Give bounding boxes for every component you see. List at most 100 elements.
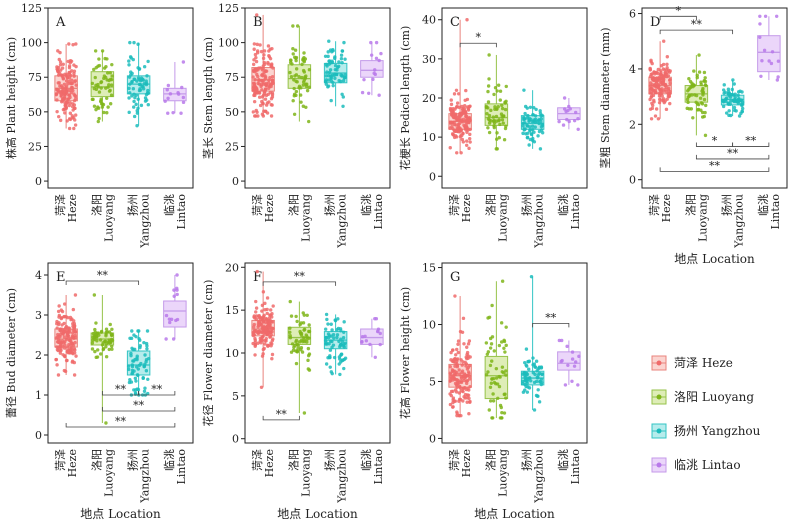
box-group-lintao	[360, 40, 384, 97]
data-point	[263, 97, 268, 101]
data-point	[523, 382, 527, 387]
data-point	[327, 39, 331, 43]
data-point	[269, 325, 273, 330]
significance-bracket	[695, 142, 734, 147]
data-point	[454, 88, 459, 93]
data-point	[74, 330, 78, 334]
data-point	[60, 96, 65, 101]
data-point	[270, 62, 274, 66]
legend-dot	[656, 428, 662, 434]
data-point	[62, 302, 67, 306]
data-point	[338, 372, 342, 377]
data-point	[649, 87, 653, 91]
data-point	[466, 386, 470, 391]
data-point	[760, 58, 764, 63]
data-point	[369, 40, 373, 45]
data-point	[171, 110, 175, 115]
data-point	[467, 412, 471, 416]
data-point	[303, 57, 308, 61]
y-tick-label: 10	[422, 131, 436, 144]
data-point	[337, 355, 342, 359]
data-point	[532, 380, 537, 385]
data-point	[650, 101, 654, 105]
data-point	[698, 96, 703, 100]
panel-letter: C	[450, 15, 460, 30]
data-point	[141, 376, 145, 380]
data-point	[62, 321, 66, 326]
data-point	[262, 325, 266, 330]
data-point	[110, 74, 114, 78]
data-point	[492, 380, 497, 385]
data-point	[256, 341, 260, 345]
box-group-lintao	[163, 273, 187, 341]
data-point	[73, 123, 78, 127]
data-point	[342, 76, 347, 80]
box-group-heze	[448, 294, 472, 418]
data-point	[332, 355, 337, 360]
panel-letter: F	[253, 270, 262, 285]
box-group-heze	[54, 42, 78, 131]
data-point	[339, 57, 344, 61]
data-point	[263, 301, 267, 306]
data-point	[335, 328, 339, 332]
data-point	[146, 356, 151, 361]
data-point	[56, 373, 61, 377]
data-point	[293, 74, 297, 78]
data-point	[327, 59, 332, 63]
x-tick-label-en: Yangzhou	[533, 194, 546, 249]
data-point	[132, 333, 136, 337]
data-point	[98, 338, 103, 342]
data-point	[491, 115, 496, 119]
plot-frame	[441, 262, 588, 444]
data-point	[451, 405, 455, 409]
data-point	[331, 83, 335, 88]
data-point	[106, 85, 110, 89]
y-axis-label: 花梗长 Pedicel length (cm)	[398, 26, 412, 171]
data-point	[557, 119, 561, 124]
data-point	[57, 304, 61, 308]
data-point	[460, 389, 464, 393]
data-point	[324, 335, 328, 340]
data-point	[448, 364, 452, 369]
data-point	[58, 344, 62, 349]
data-point	[326, 54, 330, 59]
data-point	[74, 64, 78, 69]
data-point	[449, 393, 454, 398]
significance-label: **	[745, 134, 757, 147]
data-point	[466, 342, 471, 346]
data-point	[305, 88, 310, 93]
box-group-luoyang	[484, 53, 509, 151]
data-point	[266, 318, 271, 323]
x-tick-label-en: Luoyang	[102, 194, 115, 242]
box-group-lintao	[163, 60, 187, 115]
data-point	[299, 331, 304, 336]
data-point	[536, 388, 540, 392]
data-point	[540, 372, 544, 376]
data-point	[687, 76, 691, 81]
data-point	[665, 65, 669, 70]
data-point	[697, 70, 702, 74]
data-point	[260, 309, 264, 313]
data-point	[762, 48, 767, 53]
data-point	[69, 345, 74, 350]
data-point	[341, 104, 345, 109]
x-tick-label-cn: 洛阳	[483, 194, 497, 216]
data-point	[496, 396, 500, 400]
data-point	[55, 88, 60, 92]
data-point	[262, 53, 266, 57]
data-point	[96, 82, 100, 87]
data-point	[688, 79, 693, 84]
data-point	[270, 338, 275, 343]
data-point	[536, 134, 540, 138]
y-tick-label: 4	[629, 63, 636, 76]
x-tick-label-cn: 扬州	[720, 194, 734, 216]
y-axis-label: 株高 Plant height (cm)	[4, 37, 18, 159]
data-point	[453, 356, 457, 361]
data-point	[449, 102, 454, 107]
data-point	[532, 408, 537, 412]
panel-c: 0 10 20 30 40 花梗长 Pedicel length (cm) C * 菏泽 Heze…	[398, 7, 588, 249]
data-point	[290, 342, 295, 346]
data-point	[54, 336, 58, 340]
data-point	[330, 371, 334, 376]
